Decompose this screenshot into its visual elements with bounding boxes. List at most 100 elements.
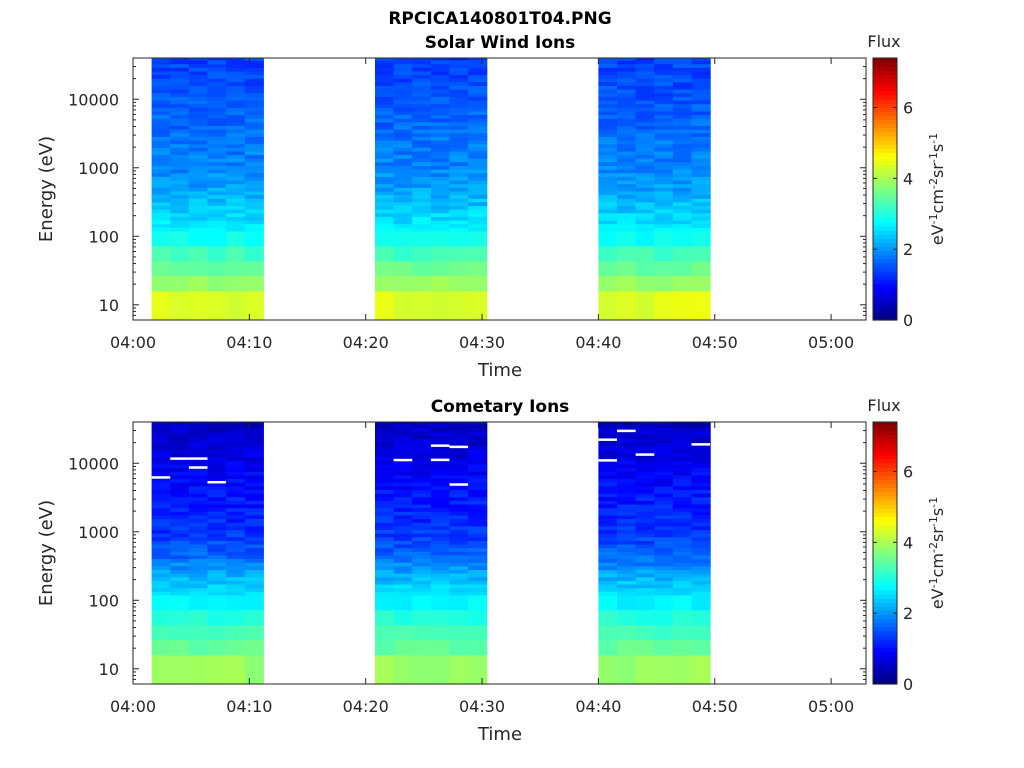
spectrogram-cell bbox=[449, 209, 469, 214]
spectrogram-cell bbox=[430, 507, 451, 512]
spectrogram-cell bbox=[170, 533, 190, 538]
spectrogram-cell bbox=[654, 573, 674, 578]
spectrogram-cell bbox=[188, 529, 209, 534]
spectrogram-cell bbox=[226, 554, 246, 560]
spectrogram-cell bbox=[430, 136, 451, 141]
spectrogram-cell bbox=[635, 187, 655, 192]
spectrogram-cell bbox=[430, 580, 451, 585]
spectrogram-cell bbox=[654, 654, 674, 685]
spectrogram-cell bbox=[691, 583, 711, 589]
spectrogram-cell bbox=[188, 70, 209, 76]
spectrogram-cell bbox=[412, 107, 432, 112]
colorbar-segment bbox=[873, 180, 897, 186]
spectrogram-cell bbox=[207, 624, 227, 640]
spectrogram-cell bbox=[207, 198, 227, 203]
spectrogram-cell bbox=[635, 489, 655, 494]
spectrogram-cell bbox=[635, 89, 655, 94]
colorbar-segment bbox=[873, 111, 897, 116]
spectrogram-cell bbox=[207, 654, 227, 685]
spectrogram-cell bbox=[393, 179, 413, 185]
spectrogram-cell bbox=[375, 187, 395, 192]
spectrogram-cell bbox=[226, 201, 246, 206]
spectrogram-cell bbox=[654, 150, 674, 156]
spectrogram-cell bbox=[188, 583, 209, 589]
x-tick-label: 04:30 bbox=[459, 333, 505, 352]
spectrogram-cell bbox=[430, 543, 451, 549]
spectrogram-cell bbox=[207, 190, 227, 196]
spectrogram-cell bbox=[226, 422, 246, 425]
spectrogram-cell bbox=[449, 275, 469, 292]
spectrogram-cell bbox=[654, 179, 674, 185]
spectrogram-cell bbox=[430, 70, 451, 76]
spectrogram-cell bbox=[449, 143, 469, 148]
spectrogram-cell bbox=[226, 59, 246, 65]
spectrogram-cell bbox=[226, 471, 246, 476]
spectrogram-cell bbox=[375, 216, 395, 221]
spectrogram-cell bbox=[244, 114, 264, 119]
spectrogram-cell bbox=[635, 161, 655, 166]
spectrogram-cell bbox=[226, 583, 246, 589]
spectrogram-cell bbox=[412, 205, 432, 210]
spectrogram-cell bbox=[449, 543, 469, 549]
spectrogram-cell bbox=[244, 92, 264, 97]
spectrogram-cell bbox=[226, 96, 246, 101]
colorbar-segment bbox=[873, 94, 897, 100]
spectrogram-cell bbox=[226, 591, 246, 596]
spectrogram-cell bbox=[393, 445, 413, 450]
spectrogram-cell bbox=[412, 59, 432, 65]
spectrogram-cell bbox=[468, 609, 488, 626]
spectrogram-cell bbox=[430, 63, 451, 68]
spectrogram-cell bbox=[430, 624, 451, 640]
spectrogram-cell bbox=[393, 551, 413, 556]
spectrogram-cell bbox=[449, 227, 469, 232]
spectrogram-cell bbox=[617, 474, 637, 480]
spectrogram-cell bbox=[393, 565, 413, 570]
colorbar-segment bbox=[873, 626, 897, 632]
spectrogram-cell bbox=[375, 482, 395, 487]
spectrogram-cell bbox=[207, 540, 227, 545]
colorbar-segment bbox=[873, 131, 897, 137]
spectrogram-cell bbox=[617, 92, 637, 97]
spectrogram-cell bbox=[226, 219, 246, 225]
spectrogram-cell bbox=[672, 573, 693, 578]
spectrogram-cell bbox=[449, 129, 469, 134]
colorbar-segment bbox=[873, 176, 897, 182]
spectrogram-cell bbox=[207, 147, 227, 152]
colorbar-segment bbox=[873, 495, 897, 501]
colorbar-segment bbox=[873, 74, 897, 80]
spectrogram-cell bbox=[188, 198, 209, 203]
colorbar-segment bbox=[873, 291, 897, 297]
spectrogram-cell bbox=[598, 569, 618, 574]
colorbar-segment bbox=[873, 135, 897, 141]
colorbar-segment bbox=[873, 193, 897, 198]
spectrogram-cell bbox=[244, 110, 264, 116]
spectrogram-cell bbox=[654, 536, 674, 541]
spectrogram-cell bbox=[375, 58, 395, 61]
spectrogram-cell bbox=[412, 422, 432, 425]
spectrogram-cell bbox=[635, 96, 655, 101]
spectrogram-cell bbox=[170, 59, 190, 65]
spectrogram-cell bbox=[654, 482, 674, 487]
y-tick-label: 10000 bbox=[68, 454, 119, 473]
spectrogram-cell bbox=[207, 533, 227, 538]
spectrogram-cell bbox=[226, 573, 246, 578]
spectrogram-cell bbox=[449, 576, 469, 581]
spectrogram-cell bbox=[635, 522, 655, 527]
spectrogram-cell bbox=[672, 176, 693, 181]
spectrogram-cell bbox=[672, 624, 693, 640]
spectrogram-cell bbox=[375, 176, 395, 181]
spectrogram-cell bbox=[244, 423, 264, 429]
spectrogram-cell bbox=[170, 216, 190, 221]
spectrogram-cell bbox=[617, 587, 637, 592]
spectrogram-cell bbox=[449, 427, 469, 432]
data-gap bbox=[691, 443, 711, 446]
spectrogram-cell bbox=[375, 198, 395, 203]
colorbar-segment bbox=[873, 487, 897, 493]
spectrogram-cell bbox=[430, 583, 451, 589]
spectrogram-cell bbox=[617, 522, 637, 527]
spectrogram-cell bbox=[635, 438, 655, 443]
spectrogram-cell bbox=[375, 183, 395, 188]
spectrogram-cell bbox=[244, 158, 264, 163]
spectrogram-cell bbox=[375, 59, 395, 65]
spectrogram-cell bbox=[226, 190, 246, 196]
